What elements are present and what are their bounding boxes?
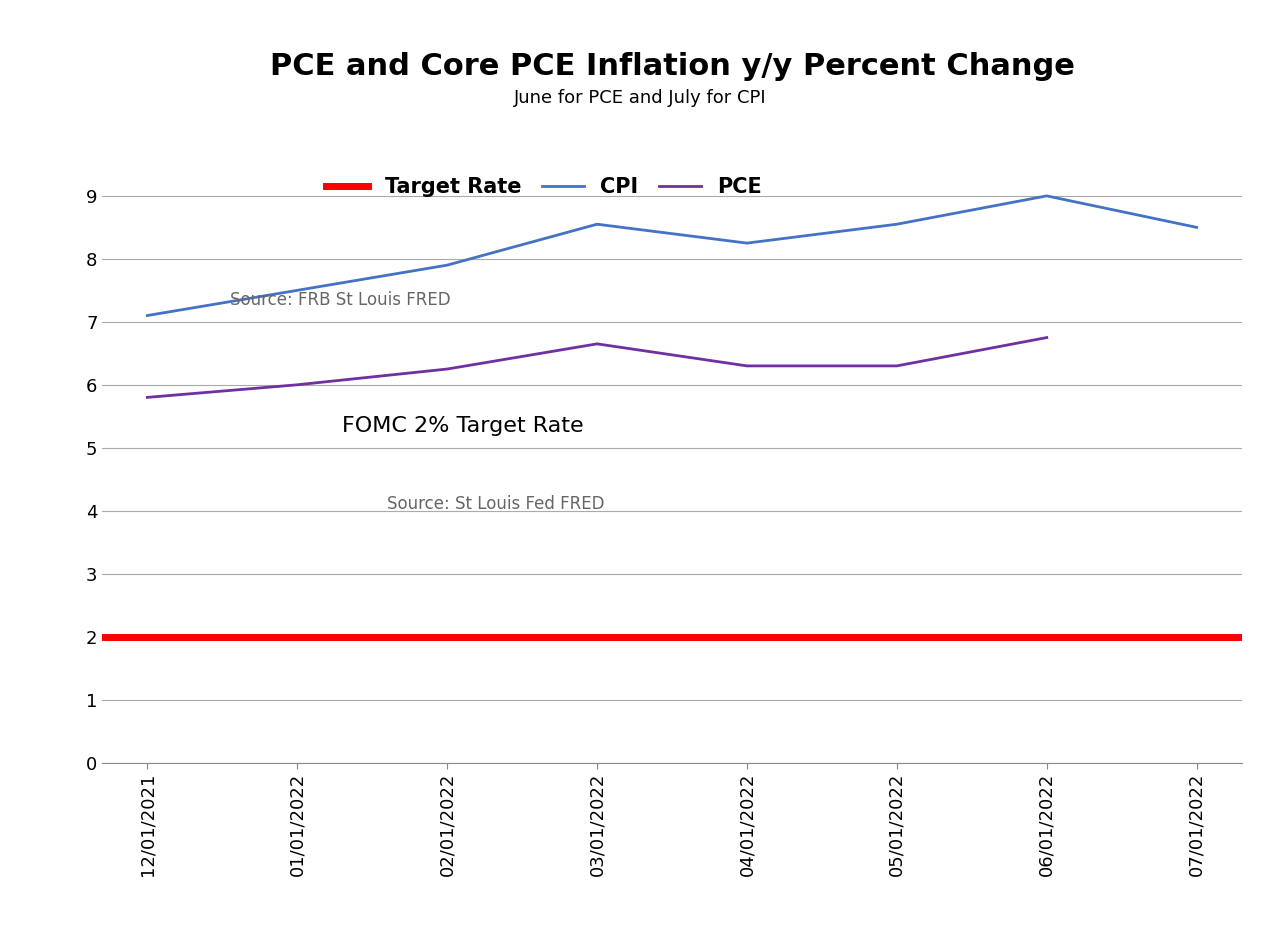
Title: PCE and Core PCE Inflation y/y Percent Change: PCE and Core PCE Inflation y/y Percent C… bbox=[270, 52, 1074, 81]
Text: Source: FRB St Louis FRED: Source: FRB St Louis FRED bbox=[230, 291, 451, 309]
Text: June for PCE and July for CPI: June for PCE and July for CPI bbox=[513, 88, 767, 107]
Text: FOMC 2% Target Rate: FOMC 2% Target Rate bbox=[342, 416, 584, 436]
Legend: Target Rate, CPI, PCE: Target Rate, CPI, PCE bbox=[317, 168, 771, 206]
Text: Source: St Louis Fed FRED: Source: St Louis Fed FRED bbox=[387, 496, 604, 513]
